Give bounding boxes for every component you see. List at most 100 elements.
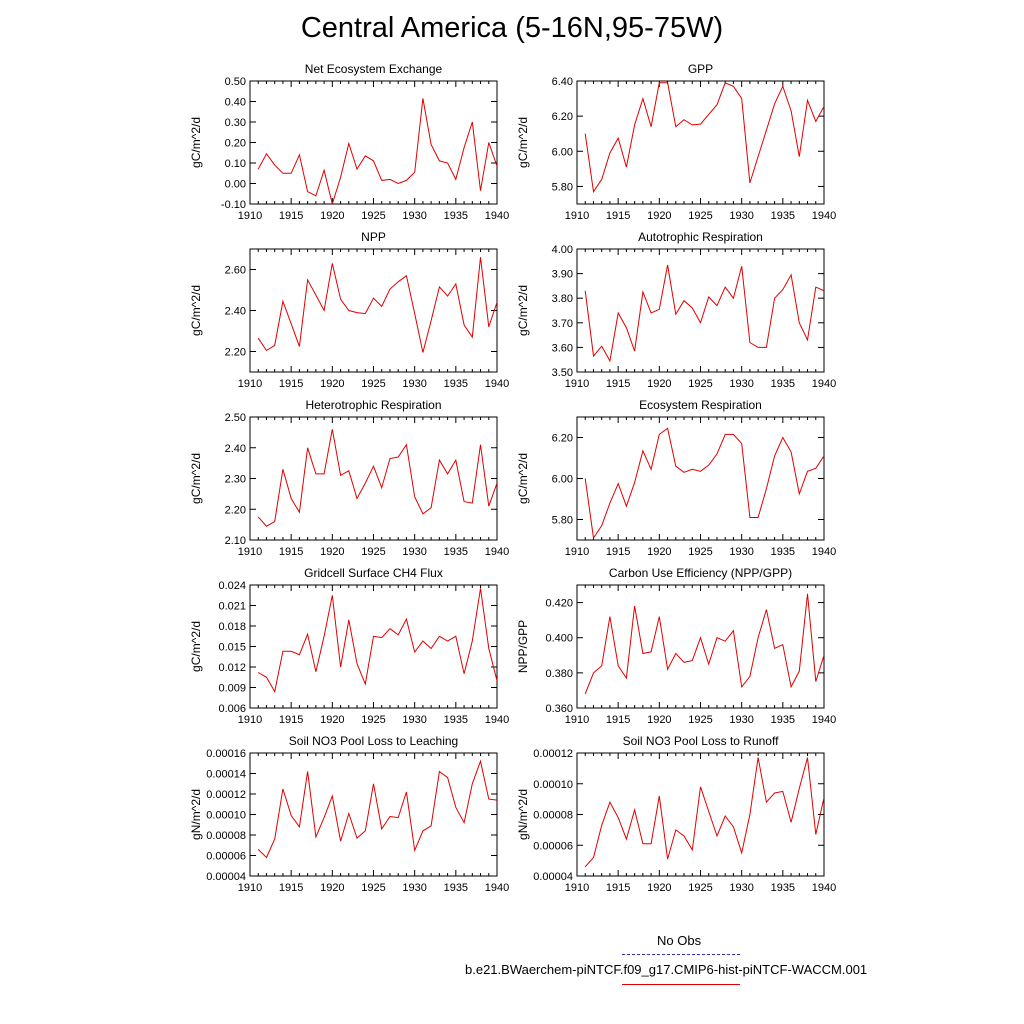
y-tick-label: 0.006 <box>218 703 246 715</box>
y-tick-label: 3.50 <box>552 367 573 379</box>
x-tick-label: 1910 <box>238 546 262 558</box>
y-tick-label: 0.00004 <box>206 871 246 883</box>
panel-8: Soil NO3 Pool Loss to Leaching gN/m^2/d 19… <box>189 734 509 894</box>
x-tick-label: 1925 <box>361 546 385 558</box>
x-tick-label: 1940 <box>812 210 836 222</box>
y-tick-label: 0.380 <box>545 668 573 680</box>
x-tick-label: 1920 <box>320 882 344 894</box>
x-tick-label: 1925 <box>688 546 712 558</box>
panel-9: Soil NO3 Pool Loss to Runoff gN/m^2/d 1910… <box>516 734 836 894</box>
panel-frame <box>249 80 498 205</box>
legend-obs-label: No Obs <box>657 933 702 948</box>
y-tick-label: 0.024 <box>218 580 246 592</box>
x-tick-label: 1940 <box>485 714 509 726</box>
y-tick-label: 0.00008 <box>206 830 246 842</box>
y-tick-label: 2.20 <box>225 347 246 359</box>
panel-frame <box>576 416 825 541</box>
x-tick-label: 1910 <box>565 378 589 390</box>
x-tick-label: 1935 <box>444 882 468 894</box>
x-tick-label: 1910 <box>565 546 589 558</box>
x-tick-label: 1925 <box>688 210 712 222</box>
panel-7: Carbon Use Efficiency (NPP/GPP) NPP/GPP 19… <box>516 566 836 726</box>
x-tick-label: 1920 <box>320 714 344 726</box>
y-tick-label: 0.00006 <box>533 840 573 852</box>
x-tick-label: 1935 <box>444 714 468 726</box>
y-tick-label: 0.420 <box>545 598 573 610</box>
y-tick-label: 0.10 <box>225 158 246 170</box>
y-tick-label: 0.30 <box>225 117 246 129</box>
x-tick-label: 1935 <box>771 882 795 894</box>
y-axis-label: gN/m^2/d <box>516 789 530 840</box>
y-tick-label: 0.00004 <box>533 871 573 883</box>
series-line <box>257 257 497 353</box>
y-tick-label: -0.10 <box>221 199 246 211</box>
series-line <box>257 588 497 693</box>
x-tick-label: 1935 <box>771 210 795 222</box>
x-tick-label: 1930 <box>402 546 426 558</box>
x-tick-label: 1915 <box>606 210 630 222</box>
x-tick-label: 1940 <box>485 546 509 558</box>
x-tick-label: 1925 <box>688 714 712 726</box>
series-line <box>584 427 824 540</box>
y-tick-label: 0.012 <box>218 662 246 674</box>
x-tick-label: 1920 <box>647 714 671 726</box>
y-tick-label: 6.20 <box>552 111 573 123</box>
x-tick-label: 1930 <box>729 378 753 390</box>
y-tick-label: 3.80 <box>552 293 573 305</box>
x-tick-label: 1910 <box>238 378 262 390</box>
y-tick-label: 3.60 <box>552 342 573 354</box>
x-tick-label: 1920 <box>320 210 344 222</box>
x-tick-label: 1940 <box>485 378 509 390</box>
panel-title: NPP <box>361 230 386 244</box>
panel-3: Autotrophic Respiration gC/m^2/d 1910 1915 1… <box>516 230 836 390</box>
x-tick-label: 1940 <box>485 210 509 222</box>
x-tick-label: 1930 <box>402 378 426 390</box>
series-line <box>584 593 824 695</box>
x-tick-label: 1930 <box>729 714 753 726</box>
x-tick-label: 1915 <box>279 378 303 390</box>
panel-5: Ecosystem Respiration gC/m^2/d 1910 1915 192… <box>516 398 836 558</box>
x-tick-label: 1935 <box>444 210 468 222</box>
x-tick-label: 1920 <box>647 546 671 558</box>
x-tick-label: 1920 <box>320 546 344 558</box>
y-axis-label: gC/m^2/d <box>189 117 203 168</box>
x-tick-label: 1920 <box>320 378 344 390</box>
panel-6: Gridcell Surface CH4 Flux gC/m^2/d 1910 191… <box>189 566 509 726</box>
legend-model-line <box>622 984 740 985</box>
panel-frame <box>576 752 825 877</box>
x-tick-label: 1915 <box>606 714 630 726</box>
x-tick-label: 1935 <box>771 546 795 558</box>
y-tick-label: 4.00 <box>552 244 573 256</box>
x-tick-label: 1925 <box>361 378 385 390</box>
x-tick-label: 1940 <box>812 546 836 558</box>
x-tick-label: 1930 <box>729 546 753 558</box>
legend-model-label: b.e21.BWaerchem-piNTCF.f09_g17.CMIP6-his… <box>465 962 868 977</box>
y-tick-label: 6.00 <box>552 146 573 158</box>
panel-title: Heterotrophic Respiration <box>305 398 441 412</box>
y-tick-label: 0.40 <box>225 97 246 109</box>
x-tick-label: 1920 <box>647 882 671 894</box>
y-tick-label: 0.009 <box>218 683 246 695</box>
x-tick-label: 1925 <box>361 714 385 726</box>
y-tick-label: 0.00012 <box>206 789 246 801</box>
y-tick-label: 2.50 <box>225 412 246 424</box>
y-tick-label: 2.30 <box>225 474 246 486</box>
series-line <box>257 759 497 859</box>
x-tick-label: 1930 <box>729 210 753 222</box>
y-tick-label: 3.90 <box>552 269 573 281</box>
y-tick-label: 0.00010 <box>533 779 573 791</box>
x-tick-label: 1940 <box>812 882 836 894</box>
y-axis-label: gN/m^2/d <box>189 789 203 840</box>
series-line <box>584 757 824 868</box>
panel-title: Net Ecosystem Exchange <box>305 62 443 76</box>
x-tick-label: 1910 <box>238 714 262 726</box>
y-tick-label: 0.00006 <box>206 851 246 863</box>
x-tick-label: 1915 <box>279 210 303 222</box>
panel-title: GPP <box>688 62 713 76</box>
y-tick-label: 5.80 <box>552 181 573 193</box>
panel-title: Soil NO3 Pool Loss to Runoff <box>623 734 780 748</box>
y-tick-label: 0.400 <box>545 633 573 645</box>
y-tick-label: 6.40 <box>552 76 573 88</box>
x-tick-label: 1935 <box>444 546 468 558</box>
